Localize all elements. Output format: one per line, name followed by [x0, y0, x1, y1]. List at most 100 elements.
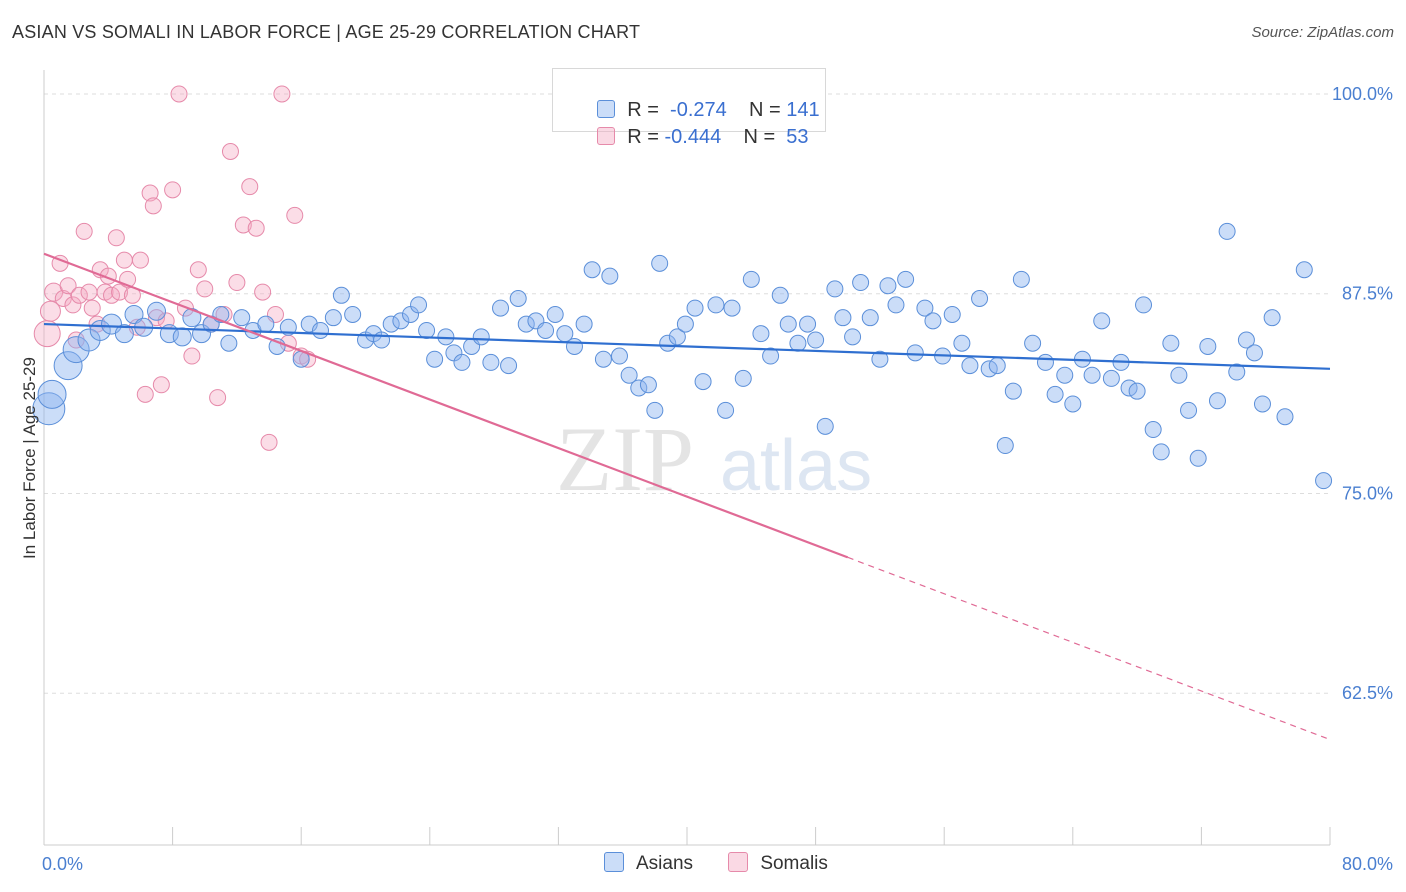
asian-point: [1083, 366, 1101, 384]
asian-point: [172, 327, 192, 347]
asian-point: [924, 312, 942, 330]
asian-point: [807, 331, 825, 349]
asian-point: [686, 299, 704, 317]
legend: R = -0.274 N = 141 R = -0.444 N = 53: [552, 68, 826, 148]
somali-point: [136, 385, 154, 403]
asian-point: [492, 299, 510, 317]
asian-point: [1024, 334, 1042, 352]
asian-point: [1315, 472, 1333, 490]
asian-point: [694, 373, 712, 391]
asian-point: [1036, 353, 1054, 371]
y-tick-label: 100.0%: [1332, 84, 1393, 104]
asian-point: [410, 296, 428, 314]
asian-point: [426, 350, 444, 368]
asian-point: [771, 286, 789, 304]
asian-point: [707, 296, 725, 314]
asian-point: [717, 401, 735, 419]
legend-row-asians: R = -0.274 N = 141: [575, 76, 820, 121]
asian-point: [620, 366, 638, 384]
asian-point: [583, 261, 601, 279]
somali-point: [152, 376, 170, 394]
asian-point: [752, 325, 770, 343]
asian-point: [517, 315, 535, 333]
somali-points: [33, 85, 317, 451]
somali-point: [247, 219, 265, 237]
somali-point: [260, 433, 278, 451]
asian-point: [610, 347, 628, 365]
asian-point: [734, 369, 752, 387]
somali-point: [221, 142, 239, 160]
asian-point: [1012, 270, 1030, 288]
asian-point: [279, 318, 297, 336]
somali-trend-line-extension: [847, 556, 1331, 741]
somali-point: [164, 181, 182, 199]
asian-point: [1170, 366, 1188, 384]
asian-point: [62, 336, 90, 364]
somali-point: [39, 300, 61, 322]
asian-point: [916, 299, 934, 317]
asian-point: [124, 304, 144, 324]
asian-point: [996, 437, 1014, 455]
asian-point: [1295, 261, 1313, 279]
asian-trend-line: [43, 322, 1331, 370]
asian-point: [723, 299, 741, 317]
asian-point: [1237, 331, 1255, 349]
y-tick-label: 62.5%: [1342, 683, 1393, 703]
asian-point: [1228, 363, 1246, 381]
somali-point: [131, 251, 149, 269]
bottom-legend-label: Somalis: [760, 853, 828, 874]
somali-point: [234, 216, 252, 234]
somali-point: [209, 389, 227, 407]
y-axis-title: In Labor Force | Age 25-29: [20, 357, 39, 559]
asian-point: [594, 350, 612, 368]
asian-point: [1152, 443, 1170, 461]
asian-point: [1064, 395, 1082, 413]
legend-r-value: -0.444: [664, 126, 722, 148]
legend-n-label: N =: [743, 126, 776, 148]
asian-point: [961, 357, 979, 375]
asian-point: [1276, 408, 1294, 426]
bottom-legend-somalis: Somalis: [728, 852, 828, 875]
asian-point: [453, 353, 471, 371]
y-tick-labels: 62.5% 75.0% 87.5% 100.0%: [1332, 84, 1393, 703]
x-tick-labels: 0.0% 80.0%: [42, 854, 1393, 874]
somali-point: [196, 280, 214, 298]
somali-point: [144, 197, 162, 215]
somali-point: [286, 206, 304, 224]
watermark-atlas: atlas: [720, 426, 872, 506]
asian-point: [601, 267, 619, 285]
asian-point: [53, 351, 83, 381]
asian-point: [676, 315, 694, 333]
asian-point: [565, 337, 583, 355]
asian-point: [418, 321, 436, 339]
asian-point: [799, 315, 817, 333]
bottom-legend-swatch-asians: [604, 852, 624, 872]
asian-point: [1004, 382, 1022, 400]
asian-point: [953, 334, 971, 352]
somali-point: [64, 296, 82, 314]
asian-point: [311, 321, 329, 339]
somali-point: [70, 286, 88, 304]
somali-point: [228, 274, 246, 292]
asian-point: [646, 401, 664, 419]
asian-point: [816, 417, 834, 435]
asian-point: [332, 286, 350, 304]
asian-point: [1245, 344, 1263, 362]
asian-point: [826, 280, 844, 298]
asian-point: [742, 270, 760, 288]
watermark: ZIP atlas: [556, 408, 872, 510]
somali-point: [54, 290, 72, 308]
asian-point: [1135, 296, 1153, 314]
y-tick-label: 75.0%: [1342, 483, 1393, 503]
somali-point: [141, 184, 159, 202]
somali-point: [170, 85, 188, 103]
asian-point: [472, 328, 490, 346]
axes: [43, 70, 1331, 846]
asian-point: [879, 277, 897, 295]
asian-point: [943, 305, 961, 323]
legend-swatch-somalis: [597, 127, 616, 145]
asian-point: [546, 305, 564, 323]
asian-point: [1056, 366, 1074, 384]
somali-point: [75, 222, 93, 240]
